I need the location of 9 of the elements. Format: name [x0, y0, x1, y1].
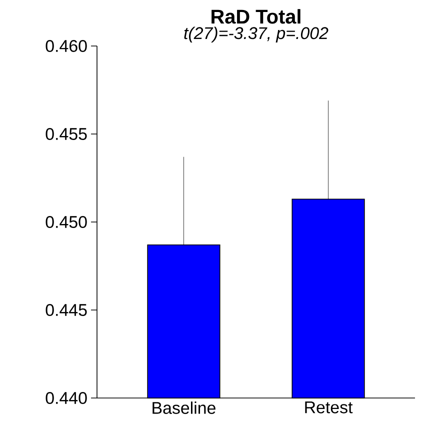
chart-subtitle: t(27)=-3.37, p=.002 — [184, 26, 328, 42]
x-tick-label: Baseline — [152, 402, 216, 414]
chart-title: RaD Total — [212, 9, 300, 24]
y-tick-label: 0.455 — [46, 128, 87, 140]
x-tick-label: Retest — [305, 402, 353, 414]
y-tick-label: 0.445 — [46, 304, 87, 316]
y-tick-label: 0.460 — [46, 40, 87, 52]
y-tick-label: 0.440 — [46, 392, 87, 404]
y-tick-label: 0.450 — [46, 216, 87, 228]
